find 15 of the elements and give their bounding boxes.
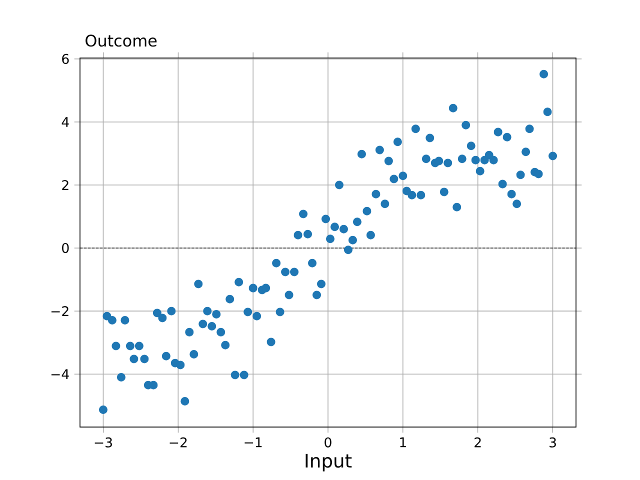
y-tick-label: 2 [62, 180, 68, 190]
y-tick-label: 6 [62, 54, 69, 64]
x-axis-title: Input [306, 454, 352, 472]
y-tick-label: 0 [62, 243, 69, 254]
x-tick-label: −3 [94, 437, 112, 448]
x-tick-label: −1 [244, 437, 262, 448]
y-tick-label: −2 [51, 306, 68, 316]
x-tick-label: 2 [474, 437, 481, 448]
x-tick-label: 0 [324, 437, 332, 448]
x-tick-label: 1 [400, 437, 406, 448]
x-tick-label: −2 [170, 437, 187, 448]
x-tick-label: 3 [550, 437, 556, 448]
y-tick-label: −4 [51, 369, 69, 379]
y-tick-label: 4 [62, 117, 69, 127]
chart-title: Outcome [86, 34, 157, 47]
